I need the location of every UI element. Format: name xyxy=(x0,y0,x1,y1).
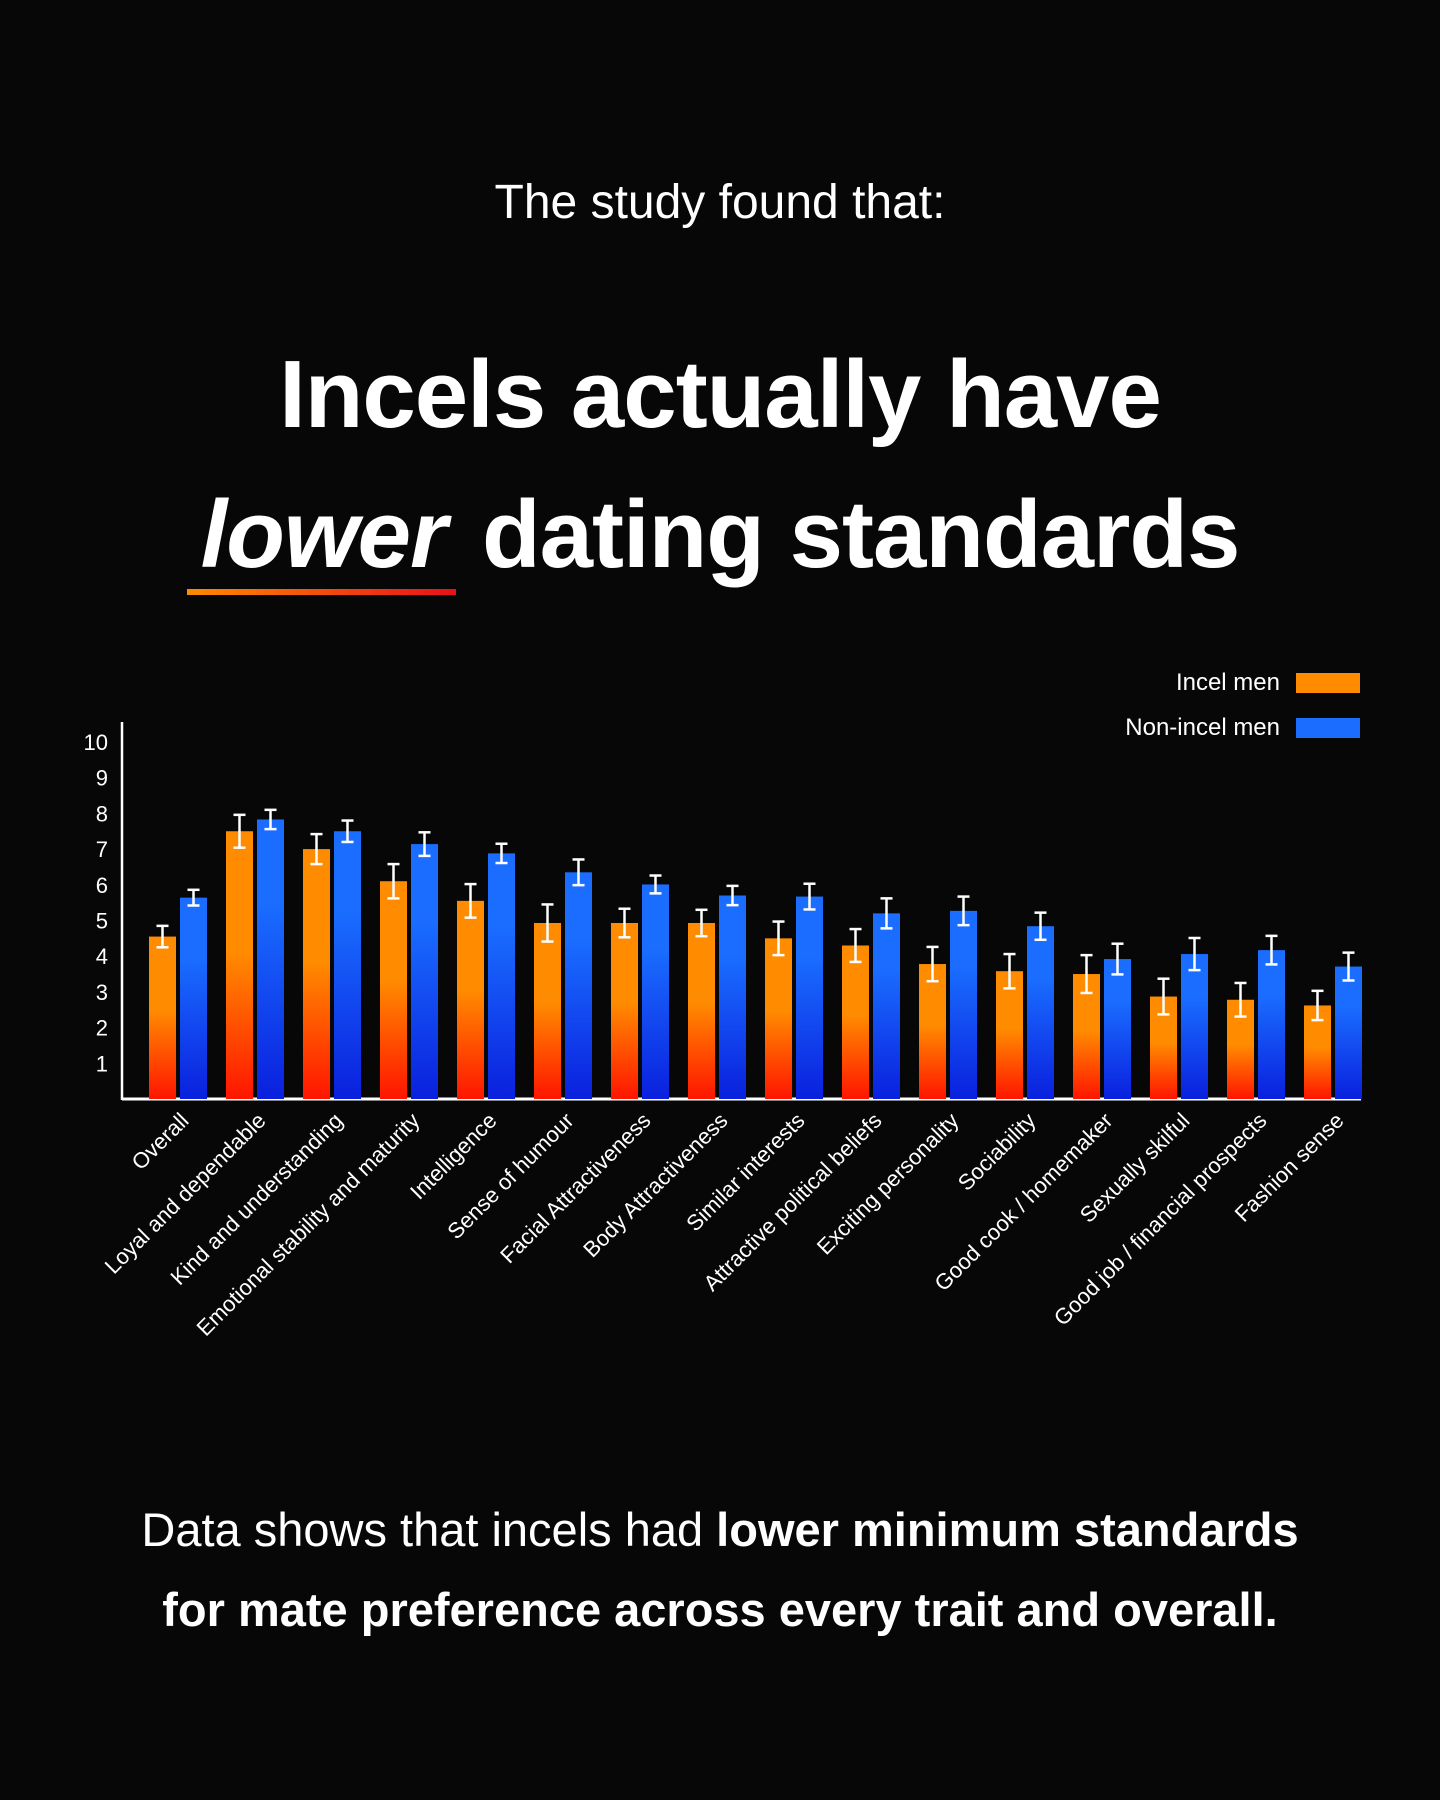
bar-non-incel xyxy=(1181,954,1208,1099)
y-tick-label: 8 xyxy=(96,801,108,826)
bar-incel xyxy=(457,900,484,1099)
headline-line2: lower dating standards xyxy=(0,465,1440,605)
legend-swatch-incel xyxy=(1296,672,1360,693)
bar-non-incel xyxy=(1027,926,1054,1099)
conclusion-part1: Data shows that incels had xyxy=(141,1503,717,1556)
y-tick-label: 6 xyxy=(96,873,108,898)
x-tick-label: Facial Attractiveness xyxy=(495,1108,655,1268)
legend-item-non-incel: Non-incel men xyxy=(1125,705,1360,750)
bar-non-incel xyxy=(1335,966,1362,1099)
y-tick-label: 5 xyxy=(96,909,108,934)
chart-legend: Incel men Non-incel men xyxy=(1125,660,1360,750)
bar-non-incel xyxy=(950,910,977,1099)
legend-item-incel: Incel men xyxy=(1125,660,1360,705)
bar-non-incel xyxy=(180,897,207,1099)
bar-incel xyxy=(380,881,407,1099)
conclusion-bold2: for mate preference across every trait a… xyxy=(162,1583,1278,1636)
conclusion-bold1: lower minimum standards xyxy=(716,1503,1299,1556)
x-tick-label: Overall xyxy=(127,1108,194,1175)
conclusion-text: Data shows that incels had lower minimum… xyxy=(0,1490,1440,1650)
y-tick-label: 7 xyxy=(96,837,108,862)
bar-non-incel xyxy=(1258,950,1285,1099)
bar-non-incel xyxy=(334,831,361,1099)
bar-non-incel xyxy=(796,896,823,1099)
y-tick-label: 4 xyxy=(96,944,108,969)
y-tick-label: 10 xyxy=(84,730,108,755)
headline-emphasis: lower xyxy=(186,465,457,605)
bar-incel xyxy=(226,831,253,1099)
bar-incel xyxy=(611,922,638,1099)
bar-incel xyxy=(919,964,946,1099)
y-tick-label: 1 xyxy=(96,1051,108,1076)
y-tick-label: 3 xyxy=(96,980,108,1005)
y-tick-label: 9 xyxy=(96,766,108,791)
bar-non-incel xyxy=(488,853,515,1099)
legend-swatch-non-incel xyxy=(1296,717,1360,738)
intro-text: The study found that: xyxy=(494,176,946,229)
bar-incel xyxy=(765,938,792,1099)
bar-incel xyxy=(996,971,1023,1099)
bar-incel xyxy=(842,945,869,1099)
bar-incel xyxy=(688,922,715,1099)
bar-incel xyxy=(149,936,176,1099)
bar-non-incel xyxy=(719,895,746,1099)
headline: Incels actually have lower dating standa… xyxy=(0,325,1440,605)
legend-label-incel: Incel men xyxy=(1175,668,1280,696)
y-tick-label: 2 xyxy=(96,1016,108,1041)
bar-non-incel xyxy=(1104,959,1131,1099)
bar-incel xyxy=(303,849,330,1099)
x-tick-label: Body Attractiveness xyxy=(578,1108,732,1262)
bar-non-incel xyxy=(642,884,669,1099)
bar-non-incel xyxy=(565,872,592,1099)
legend-label-non-incel: Non-incel men xyxy=(1125,713,1280,741)
bar-non-incel xyxy=(411,844,438,1099)
bar-incel xyxy=(1073,974,1100,1099)
bar-non-incel xyxy=(257,819,284,1099)
headline-rest: dating standards xyxy=(481,481,1240,588)
bar-incel xyxy=(534,922,561,1099)
headline-line1: Incels actually have xyxy=(279,341,1162,448)
bar-non-incel xyxy=(873,913,900,1099)
x-tick-label: Exciting personality xyxy=(812,1108,964,1260)
